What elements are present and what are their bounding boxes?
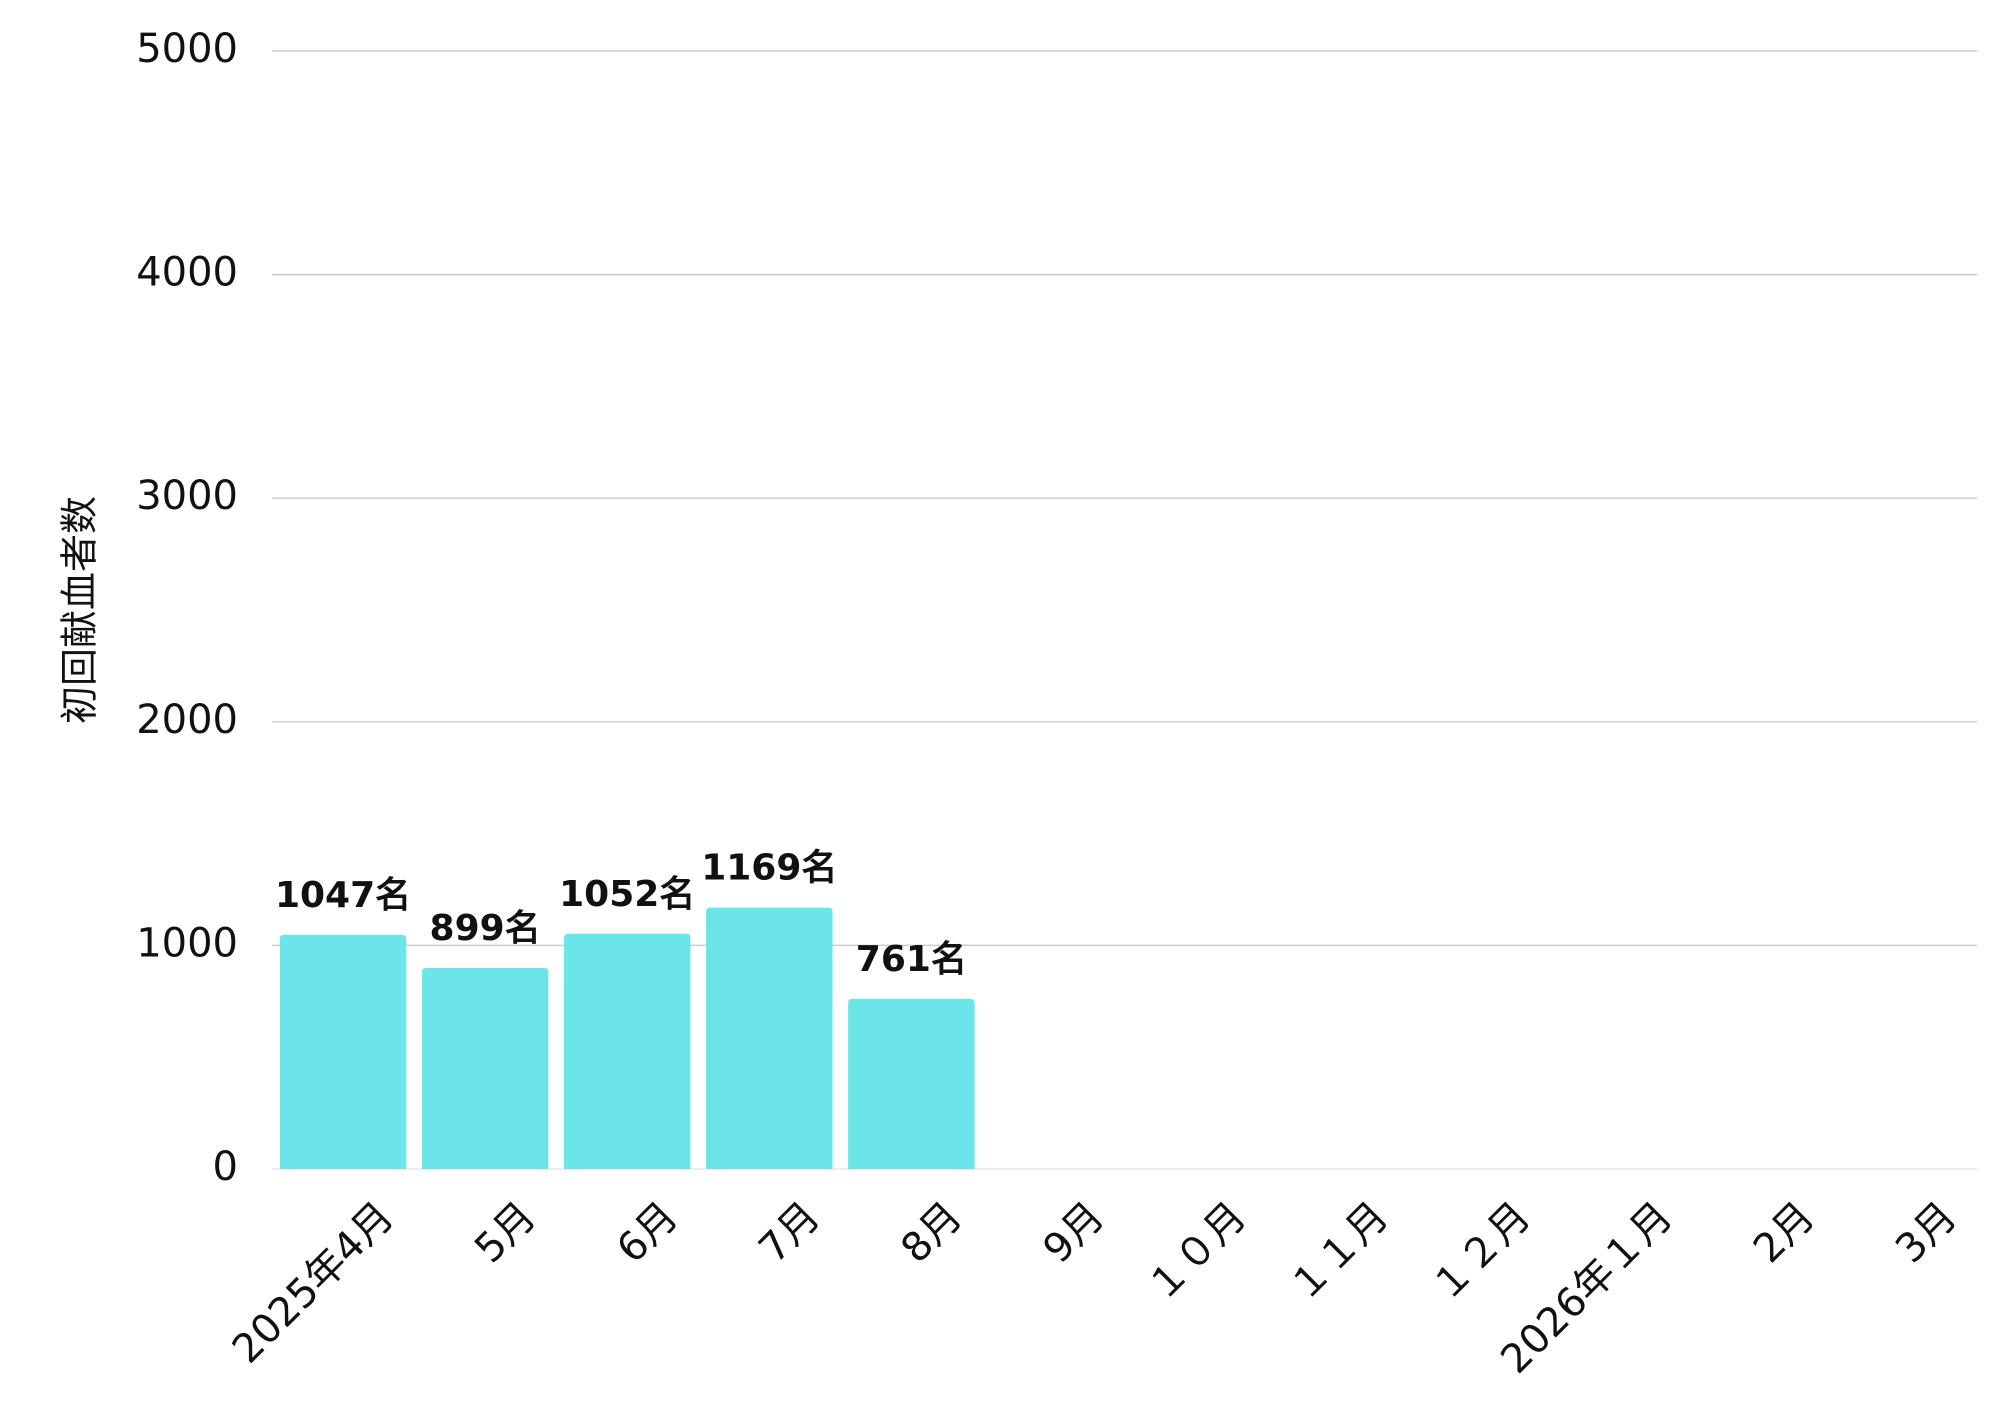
y-tick-label: 0 [213, 1144, 238, 1190]
x-tick-label: １２月 [1422, 1193, 1539, 1310]
value-label: 1169名 [701, 848, 837, 889]
x-tick-label: 5月 [466, 1193, 545, 1272]
bar [563, 933, 691, 1169]
y-axis-title: 初回献血者数 [58, 496, 102, 724]
x-tick-label: 6月 [608, 1193, 687, 1272]
x-tick-label: 2025年4月 [224, 1193, 403, 1372]
x-tick-label: 8月 [892, 1193, 971, 1272]
y-tick-label: 4000 [136, 250, 238, 296]
x-tick-label: 2月 [1745, 1193, 1824, 1272]
x-tick-label: １０月 [1138, 1193, 1255, 1310]
x-tick-label: 3月 [1887, 1193, 1966, 1272]
x-tick-label: １１月 [1280, 1193, 1397, 1310]
x-tick-label: 9月 [1034, 1193, 1113, 1272]
value-label: 899名 [430, 908, 541, 949]
value-label: 1052名 [559, 874, 695, 915]
x-tick-label: 7月 [750, 1193, 829, 1272]
y-tick-label: 3000 [136, 473, 238, 519]
bar [848, 998, 975, 1169]
value-label: 1047名 [275, 875, 411, 916]
value-label: 761名 [856, 939, 967, 980]
y-tick-label: 2000 [136, 697, 238, 743]
y-tick-label: 1000 [136, 920, 238, 966]
y-tick-label: 5000 [136, 26, 238, 72]
bar [279, 934, 407, 1169]
bar [706, 907, 833, 1169]
bar [421, 967, 549, 1169]
